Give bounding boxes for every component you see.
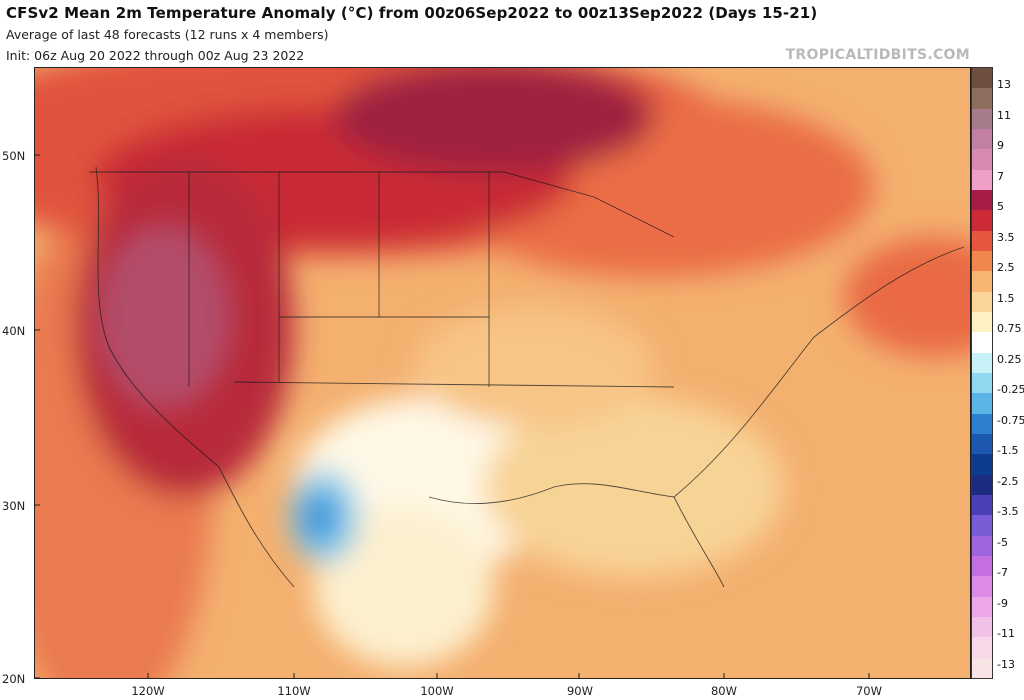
colorbar-segment — [972, 271, 992, 292]
map-subtitle: Average of last 48 forecasts (12 runs x … — [6, 27, 329, 42]
brand-watermark: TROPICALTIDBITS.COM — [785, 47, 970, 63]
colorbar-label: 0.25 — [997, 352, 1022, 366]
colorbar-segment — [972, 454, 992, 475]
lon-label-100w: 100W — [420, 684, 454, 698]
colorbar-label: 13 — [997, 78, 1011, 91]
colorbar-label: -3.5 — [997, 505, 1019, 518]
colorbar-segment — [972, 108, 992, 129]
colorbar-segment — [972, 576, 992, 597]
map-title: CFSv2 Mean 2m Temperature Anomaly (°C) f… — [6, 4, 818, 22]
lat-label-50n: 50N — [2, 149, 26, 163]
colorbar-label: -2.5 — [997, 474, 1019, 488]
gulf-coast — [428, 483, 725, 588]
east-coast — [673, 246, 965, 498]
colorbar-segment — [972, 291, 992, 312]
colorbar-label: 2.5 — [997, 261, 1015, 274]
lon-label-120w: 120W — [131, 684, 165, 698]
colorbar-label: 0.75 — [997, 322, 1022, 335]
colorbar-segment — [972, 413, 992, 434]
colorbar-segment — [972, 149, 992, 170]
lon-label-110w: 110W — [277, 684, 311, 698]
colorbar-label: -5 — [997, 535, 1008, 549]
colorbar-segment — [972, 169, 992, 190]
colorbar-label: 11 — [997, 108, 1011, 122]
colorbar-label: 9 — [997, 139, 1004, 152]
colorbar-segment — [972, 596, 992, 617]
lat-label-40n: 40N — [2, 324, 26, 338]
colorbar-segment — [972, 210, 992, 231]
us-canada-border — [89, 171, 675, 238]
colorbar — [971, 67, 993, 679]
boundary-lines — [89, 166, 965, 588]
lon-label-90w: 90W — [566, 684, 594, 698]
colorbar-segment — [972, 352, 992, 373]
colorbar-label: -0.75 — [997, 413, 1024, 427]
colorbar-label: -9 — [997, 596, 1008, 610]
colorbar-segment — [972, 372, 992, 394]
lat-label-30n: 30N — [2, 499, 26, 513]
west-coast — [95, 166, 295, 588]
state-line-6 — [233, 381, 675, 388]
colorbar-segment — [972, 637, 992, 658]
lon-label-80w: 80W — [710, 684, 738, 698]
colorbar-segment — [972, 230, 992, 251]
colorbar-segment — [972, 515, 992, 536]
colorbar-label: -0.25 — [997, 383, 1024, 396]
colorbar-segment — [972, 189, 992, 211]
northeast-warm — [844, 237, 971, 357]
init-line: Init: 06z Aug 20 2022 through 00z Aug 23… — [6, 48, 305, 63]
colorbar-segment — [972, 332, 992, 353]
cold-core — [301, 493, 337, 541]
colorbar-segment — [972, 474, 992, 495]
colorbar-label: -1.5 — [997, 444, 1019, 457]
mexico-neutral-region — [314, 507, 494, 667]
colorbar-segment — [972, 68, 992, 89]
lat-label-20n: 20N — [2, 672, 26, 686]
central-mild — [414, 307, 654, 427]
colorbar-label: -11 — [997, 627, 1015, 640]
colorbar-segment — [972, 128, 992, 150]
colorbar-segment — [972, 616, 992, 638]
colorbar-label: 3.5 — [997, 230, 1015, 244]
colorbar-label: 1.5 — [997, 291, 1015, 305]
colorbar-segment — [972, 433, 992, 455]
colorbar-label: -13 — [997, 657, 1015, 671]
map-frame — [34, 67, 971, 679]
anomaly-map — [34, 67, 971, 679]
colorbar-label: 5 — [997, 200, 1004, 213]
colorbar-segment — [972, 393, 992, 414]
colorbar-segment — [972, 88, 992, 109]
colorbar-segment — [972, 311, 992, 333]
colorbar-segment — [972, 250, 992, 272]
great-basin-peak — [99, 227, 229, 407]
colorbar-segment — [972, 494, 992, 516]
colorbar-segment — [972, 555, 992, 577]
colorbar-label: 7 — [997, 169, 1004, 183]
lon-label-70w: 70W — [855, 684, 883, 698]
colorbar-segment — [972, 535, 992, 556]
southeast-mild — [484, 397, 784, 577]
canada-hot-core — [334, 67, 654, 172]
colorbar-label: -7 — [997, 566, 1008, 579]
colorbar-segment — [972, 657, 992, 678]
